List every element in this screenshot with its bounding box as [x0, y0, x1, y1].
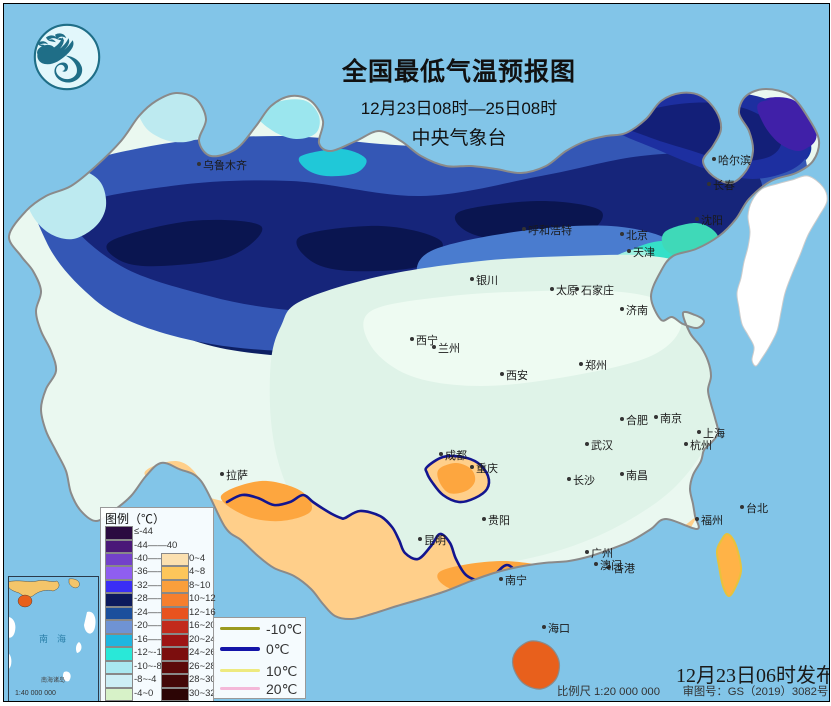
svg-text:1:40 000 000: 1:40 000 000 — [15, 690, 56, 697]
svg-text:南 海: 南 海 — [39, 633, 66, 644]
svg-text:南海诸岛: 南海诸岛 — [41, 676, 65, 684]
